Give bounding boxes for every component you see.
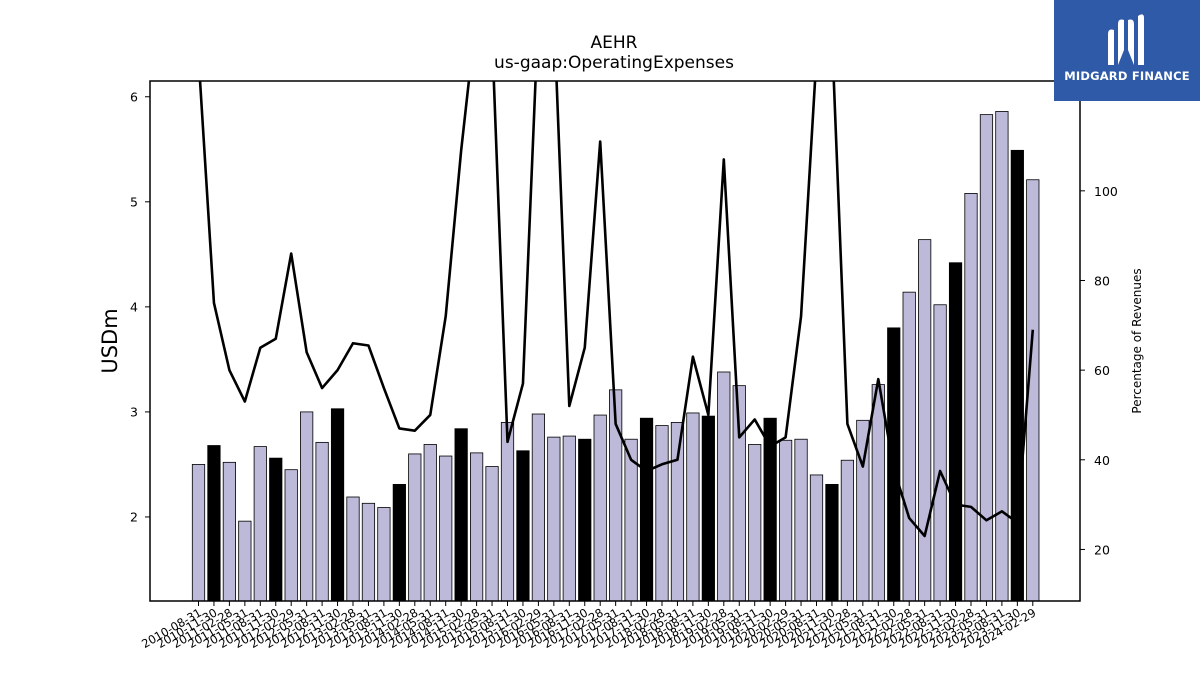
bar bbox=[902, 291, 916, 602]
bar bbox=[547, 436, 561, 602]
bar bbox=[933, 304, 947, 602]
chart-subtitle: us-gaap:OperatingExpenses bbox=[494, 53, 734, 73]
y-axis-left: 2 3 4 5 6 bbox=[130, 89, 150, 524]
bar bbox=[779, 439, 793, 602]
y2-tick-label: 20 bbox=[1094, 542, 1110, 557]
y-tick-label: 4 bbox=[130, 299, 138, 314]
bar bbox=[748, 444, 762, 602]
bar bbox=[361, 502, 376, 602]
y2-tick-label: 40 bbox=[1094, 453, 1110, 468]
bar bbox=[377, 507, 391, 602]
logo-text: MIDGARD FINANCE bbox=[1064, 69, 1190, 83]
bar bbox=[840, 459, 855, 602]
bar bbox=[655, 425, 669, 602]
bar bbox=[717, 371, 731, 602]
y2-tick-label: 60 bbox=[1094, 363, 1110, 378]
bar bbox=[500, 422, 515, 602]
chart-title: AEHR bbox=[591, 33, 638, 53]
bar bbox=[222, 461, 236, 602]
bar bbox=[346, 496, 360, 602]
bar bbox=[809, 474, 824, 602]
bar bbox=[562, 435, 576, 602]
logo-mark-icon bbox=[1108, 14, 1144, 65]
bar bbox=[918, 239, 932, 602]
y-tick-label: 2 bbox=[130, 509, 138, 524]
y2-tick-label: 80 bbox=[1094, 273, 1110, 288]
bar bbox=[253, 446, 267, 602]
x-axis: 2010-08-312010-11-302011-02-282011-05-31… bbox=[139, 601, 1038, 651]
bar bbox=[686, 412, 700, 602]
bar bbox=[516, 450, 530, 602]
y-axis-right: 20 40 60 80 100 bbox=[1080, 184, 1118, 557]
bar bbox=[871, 384, 885, 602]
y2-tick-label: 100 bbox=[1094, 184, 1118, 199]
bar bbox=[639, 417, 654, 602]
bar bbox=[670, 422, 685, 602]
y-tick-label: 3 bbox=[130, 404, 138, 419]
bar bbox=[454, 428, 468, 602]
bar bbox=[825, 483, 839, 602]
y-tick-label: 5 bbox=[130, 194, 138, 209]
bar bbox=[578, 438, 592, 602]
bar bbox=[423, 444, 437, 602]
bar bbox=[408, 453, 422, 602]
bar bbox=[315, 441, 329, 602]
bar bbox=[485, 466, 499, 602]
bar bbox=[794, 438, 808, 602]
bar bbox=[593, 414, 607, 602]
bar bbox=[330, 408, 345, 602]
bar bbox=[392, 483, 406, 602]
bar bbox=[191, 464, 206, 602]
bar-series bbox=[191, 111, 1040, 602]
bar bbox=[1010, 149, 1024, 602]
plot-frame bbox=[149, 80, 1081, 602]
bar bbox=[469, 452, 484, 602]
y-axis-left-label: USDm bbox=[98, 308, 122, 373]
y-tick-label: 6 bbox=[130, 89, 138, 104]
bar bbox=[995, 111, 1009, 602]
bar bbox=[238, 520, 252, 602]
line-series bbox=[198, 81, 1035, 538]
line-series-group bbox=[198, 81, 1035, 538]
bar bbox=[300, 411, 314, 602]
bar bbox=[979, 114, 994, 602]
bar bbox=[207, 445, 221, 602]
y-axis-right-label: Percentage of Revenues bbox=[1130, 268, 1144, 413]
bar bbox=[531, 413, 546, 602]
bar bbox=[964, 192, 978, 602]
bar bbox=[439, 455, 453, 602]
midgard-finance-logo: MIDGARD FINANCE bbox=[1054, 0, 1200, 101]
bar bbox=[269, 457, 283, 602]
bar bbox=[701, 415, 715, 602]
bar bbox=[284, 469, 298, 602]
bar bbox=[948, 262, 963, 602]
